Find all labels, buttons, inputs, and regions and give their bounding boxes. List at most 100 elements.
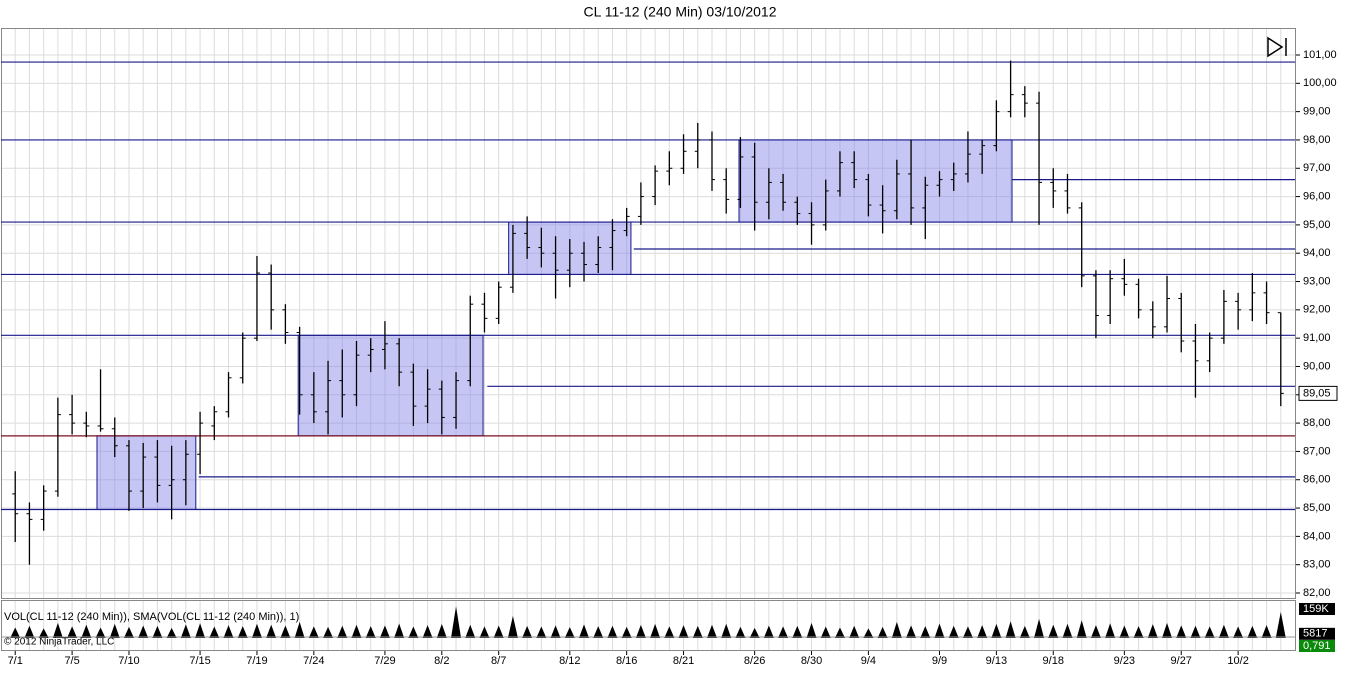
- volume-spike: [394, 623, 405, 638]
- zone: [297, 334, 484, 437]
- volume-spike: [1233, 626, 1244, 638]
- volume-spike: [721, 623, 732, 638]
- volume-spike: [650, 623, 661, 638]
- x-tick-label: 8/16: [616, 655, 637, 667]
- y-tick-label: 99,00: [1303, 106, 1331, 118]
- x-tick-label: 9/18: [1043, 655, 1064, 667]
- volume-spike: [152, 625, 163, 638]
- volume-spike: [337, 625, 348, 638]
- volume-spike: [1005, 621, 1016, 638]
- volume-spike: [1176, 625, 1187, 638]
- y-tick-label: 92,00: [1303, 304, 1331, 316]
- volume-spike: [166, 627, 177, 638]
- y-tick-label: 95,00: [1303, 219, 1331, 231]
- volume-spike: [806, 622, 817, 638]
- x-tick-label: 8/21: [673, 655, 694, 667]
- volume-spike: [692, 625, 703, 638]
- x-tick-label: 7/19: [246, 655, 267, 667]
- volume-spike: [920, 626, 931, 638]
- play-triangle[interactable]: [1267, 36, 1284, 58]
- volume-spike: [451, 606, 462, 638]
- volume-spike: [408, 626, 419, 638]
- y-tick-label: 96,00: [1303, 190, 1331, 202]
- volume-spike: [351, 624, 362, 638]
- volume-spike: [81, 624, 92, 638]
- volume-spike: [1119, 625, 1130, 638]
- volume-spike: [820, 626, 831, 638]
- volume-spike: [123, 626, 134, 638]
- y-tick-label: 86,00: [1303, 474, 1331, 486]
- x-tick-label: 7/1: [8, 655, 23, 667]
- y-tick-label: 87,00: [1303, 445, 1331, 457]
- volume-spike: [991, 623, 1002, 638]
- y-tick-label: 91,00: [1303, 332, 1331, 344]
- volume-spike: [749, 627, 760, 638]
- volume-marker-label: 159K: [1303, 603, 1329, 615]
- volume-spike: [67, 626, 78, 638]
- volume-spike: [24, 625, 35, 638]
- volume-spike: [223, 625, 234, 638]
- y-tick-label: 82,00: [1303, 587, 1331, 599]
- volume-spike: [635, 624, 646, 638]
- volume-spike: [1133, 626, 1144, 638]
- x-tick-label: 7/5: [64, 655, 79, 667]
- volume-spike: [906, 625, 917, 638]
- volume-spike: [849, 625, 860, 638]
- volume-spike: [934, 623, 945, 638]
- volume-spike: [323, 626, 334, 638]
- volume-spike: [763, 625, 774, 638]
- volume-spike: [1076, 620, 1087, 638]
- volume-spike: [1147, 624, 1158, 638]
- y-tick-label: 84,00: [1303, 530, 1331, 542]
- x-tick-label: 9/9: [932, 655, 947, 667]
- y-tick-label: 101,00: [1303, 49, 1337, 61]
- volume-spike: [209, 626, 220, 638]
- volume-spike: [1261, 625, 1272, 638]
- volume-spike: [280, 625, 291, 638]
- indicator-label: 0,791: [1303, 640, 1331, 652]
- volume-spike: [52, 622, 63, 638]
- volume-spike: [977, 625, 988, 638]
- volume-spike: [678, 625, 689, 638]
- y-tick-label: 93,00: [1303, 275, 1331, 287]
- volume-spike: [834, 627, 845, 638]
- y-tick-label: 90,00: [1303, 360, 1331, 372]
- volume-spike: [251, 623, 262, 638]
- x-tick-label: 8/30: [801, 655, 822, 667]
- x-tick-label: 8/7: [491, 655, 506, 667]
- volume-spike: [237, 626, 248, 638]
- volume-spike: [465, 624, 476, 638]
- volume-spike: [1034, 618, 1045, 638]
- play-icon[interactable]: [1267, 36, 1287, 58]
- window-title: CL 11-12 (240 Min) 03/10/2012: [583, 4, 776, 20]
- volume-spike: [948, 625, 959, 638]
- x-tick-label: 9/27: [1171, 655, 1192, 667]
- y-tick-label: 100,00: [1303, 77, 1337, 89]
- volume-spike: [1162, 622, 1173, 638]
- x-tick-label: 9/23: [1114, 655, 1135, 667]
- volume-spike: [180, 624, 191, 638]
- volume-spike: [422, 625, 433, 638]
- y-tick-label: 85,00: [1303, 502, 1331, 514]
- volume-spike: [621, 626, 632, 638]
- volume-spike: [877, 626, 888, 638]
- volume-title: VOL(CL 11-12 (240 Min)), SMA(VOL(CL 11-1…: [4, 611, 299, 623]
- y-tick-label: 97,00: [1303, 162, 1331, 174]
- volume-spike: [38, 628, 49, 638]
- copyright: © 2012 NinjaTrader, LLC: [4, 637, 114, 648]
- volume-spike: [564, 627, 575, 638]
- volume-spike: [95, 627, 106, 638]
- volume-spike: [1019, 625, 1030, 638]
- plot: [1, 29, 1295, 650]
- x-tick-label: 8/26: [744, 655, 765, 667]
- x-tick-label: 8/12: [559, 655, 580, 667]
- volume-spike: [294, 621, 305, 638]
- volume-spike: [792, 625, 803, 638]
- price-panel: [1, 28, 1296, 599]
- indicator-box: [1299, 640, 1335, 652]
- volume-spike: [507, 615, 518, 638]
- volume-spike: [1275, 611, 1286, 638]
- volume-spike: [664, 626, 675, 638]
- volume-spike: [266, 624, 277, 638]
